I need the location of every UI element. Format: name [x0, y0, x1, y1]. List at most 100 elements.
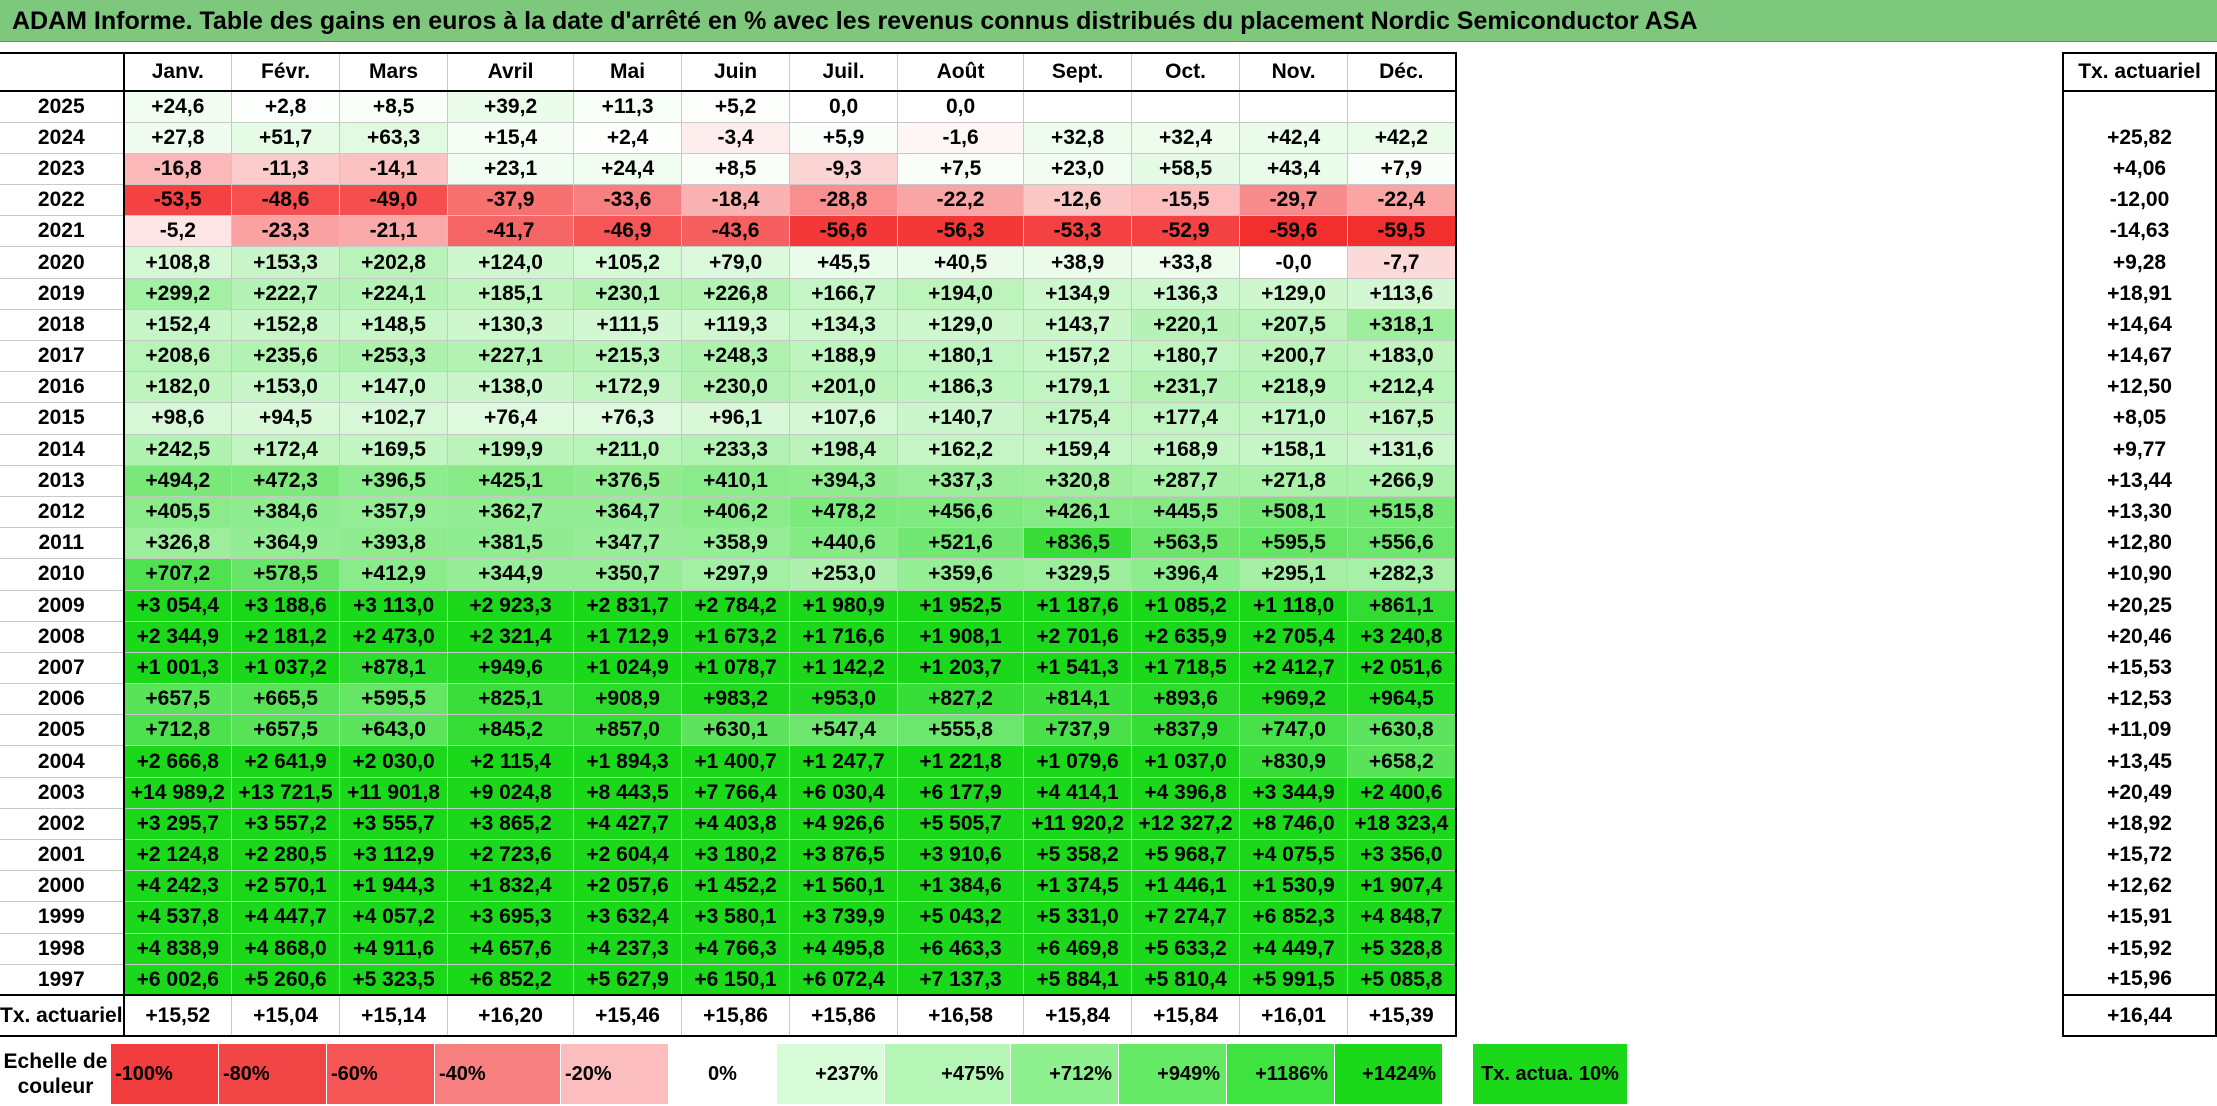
actuarial-row: +9,77: [2062, 434, 2217, 466]
gain-cell: +837,9: [1131, 714, 1241, 747]
gain-cell: +7 137,3: [897, 963, 1025, 996]
gain-cell: +107,6: [789, 402, 899, 435]
gain-cell: +158,1: [1239, 433, 1349, 466]
actuarial-rate: +20,25: [2062, 590, 2217, 622]
corner-cell: [0, 52, 125, 92]
actuarial-row: +15,91: [2062, 901, 2217, 934]
gain-cell: +226,8: [681, 277, 791, 310]
gain-cell: +148,5: [339, 308, 449, 342]
gain-cell: +657,5: [231, 714, 341, 747]
gain-cell: +186,3: [897, 371, 1025, 404]
gain-cell: +129,0: [1239, 277, 1349, 310]
gain-cell: -56,6: [789, 215, 899, 248]
gain-cell: +2 701,6: [1023, 620, 1133, 653]
actuarial-rate: +13,30: [2062, 496, 2217, 528]
gain-cell: +4 396,8: [1131, 776, 1241, 809]
annual-rate-cell: +16,01: [1239, 994, 1349, 1038]
gain-cell: +222,7: [231, 277, 341, 310]
annual-rate-cell: +15,39: [1347, 994, 1457, 1038]
table-row: 2024 +27,8 +51,7 +63,3 +15,4 +2,4 -3,4 +5,9 -1,6…: [0, 121, 1457, 154]
gain-cell: +136,3: [1131, 277, 1241, 310]
table-row: 2019 +299,2 +222,7 +224,1 +185,1 +230,1 +226,8…: [0, 277, 1457, 310]
gain-cell: +185,1: [447, 277, 575, 310]
legend-swatch: +1186%: [1226, 1043, 1335, 1105]
gain-cell: +2 635,9: [1131, 620, 1241, 653]
gain-cell: +227,1: [447, 339, 575, 373]
gain-cell: +1 894,3: [573, 745, 683, 778]
gain-cell: +2 181,2: [231, 620, 341, 653]
gain-cell: +350,7: [573, 558, 683, 591]
gain-cell: +2 923,3: [447, 589, 575, 622]
table-row: 2013 +494,2 +472,3 +396,5 +425,1 +376,5 +410,1…: [0, 464, 1457, 497]
actuarial-rate: +11,09: [2062, 714, 2217, 746]
gain-cell: +182,0: [122, 371, 233, 404]
year-label: 2012: [0, 495, 125, 529]
gain-cell: +364,9: [231, 527, 341, 560]
gain-cell: +1 907,4: [1347, 870, 1457, 903]
gain-cell: +230,0: [681, 371, 791, 404]
gain-cell: +445,5: [1131, 495, 1241, 529]
legend-swatch: -20%: [560, 1043, 669, 1105]
gain-cell: +2 344,9: [122, 620, 233, 653]
legend-swatch: +237%: [776, 1043, 885, 1105]
gain-cell: +32,8: [1023, 121, 1133, 154]
gain-cell: +111,5: [573, 308, 683, 342]
gain-cell: +233,3: [681, 433, 791, 466]
actuarial-row: +15,92: [2062, 933, 2217, 965]
actuarial-row: +20,49: [2062, 777, 2217, 809]
table-row: 2008 +2 344,9 +2 181,2 +2 473,0 +2 321,4 +1 7…: [0, 620, 1457, 653]
gain-cell: +357,9: [339, 495, 449, 529]
gain-cell: +2 280,5: [231, 838, 341, 872]
table-row: 2022 -53,5 -48,6 -49,0 -37,9 -33,6 -18,4 -28,8-…: [0, 184, 1457, 217]
gain-cell: +845,2: [447, 714, 575, 747]
year-label: 1999: [0, 901, 125, 934]
gain-cell: -11,3: [231, 152, 341, 186]
gain-cell: +472,3: [231, 464, 341, 497]
gain-cell: +5,9: [789, 121, 899, 154]
gain-cell: +949,6: [447, 651, 575, 685]
year-label: 2016: [0, 371, 125, 404]
gain-cell: +177,4: [1131, 402, 1241, 435]
gain-cell: +11 920,2: [1023, 807, 1133, 841]
gain-cell: +1 832,4: [447, 870, 575, 903]
gain-cell: +1 203,7: [897, 651, 1025, 685]
gain-cell: +7 274,7: [1131, 901, 1241, 934]
actuarial-rate: +12,80: [2062, 527, 2217, 559]
gain-cell: +1 118,0: [1239, 589, 1349, 622]
gain-cell: +168,9: [1131, 433, 1241, 466]
gain-cell: +199,9: [447, 433, 575, 466]
gain-cell: +3 112,9: [339, 838, 449, 872]
table-row: 2010 +707,2 +578,5 +412,9 +344,9 +350,7 +297,9…: [0, 558, 1457, 591]
gain-cell: +2 705,4: [1239, 620, 1349, 653]
gain-cell: +630,8: [1347, 714, 1457, 747]
gain-cell: +8,5: [681, 152, 791, 186]
gain-cell: +658,2: [1347, 745, 1457, 778]
year-label: 2017: [0, 339, 125, 373]
gain-cell: +3 188,6: [231, 589, 341, 622]
year-label: 2007: [0, 651, 125, 685]
gain-cell: +3 356,0: [1347, 838, 1457, 872]
actuarial-rate: +12,53: [2062, 683, 2217, 715]
gain-cell: -0,0: [1239, 246, 1349, 279]
actuarial-rate: +13,44: [2062, 465, 2217, 497]
gain-cell: +426,1: [1023, 495, 1133, 529]
gain-cell: +1 712,9: [573, 620, 683, 653]
table-row: 2006 +657,5 +665,5 +595,5 +825,1 +908,9 +983,2…: [0, 683, 1457, 716]
gain-cell: +231,7: [1131, 371, 1241, 404]
table-row: 1997 +6 002,6 +5 260,6 +5 323,5 +6 852,2 +5 6…: [0, 963, 1457, 996]
year-label: 2006: [0, 683, 125, 716]
gain-cell: +218,9: [1239, 371, 1349, 404]
gain-cell: +3 295,7: [122, 807, 233, 841]
gain-cell: +11 901,8: [339, 776, 449, 809]
gain-cell: +40,5: [897, 246, 1025, 279]
actuarial-row: +20,25: [2062, 590, 2217, 622]
gain-cell: +152,4: [122, 308, 233, 342]
month-header: Janv.: [123, 52, 233, 92]
actuarial-row: +12,80: [2062, 527, 2217, 559]
year-label: 2021: [0, 215, 125, 248]
gain-cell: +630,1: [681, 714, 791, 747]
gain-cell: +76,4: [447, 402, 575, 435]
gain-cell: +412,9: [339, 558, 449, 591]
actuarial-rate: +12,62: [2062, 870, 2217, 902]
actuarial-row: +20,46: [2062, 621, 2217, 653]
